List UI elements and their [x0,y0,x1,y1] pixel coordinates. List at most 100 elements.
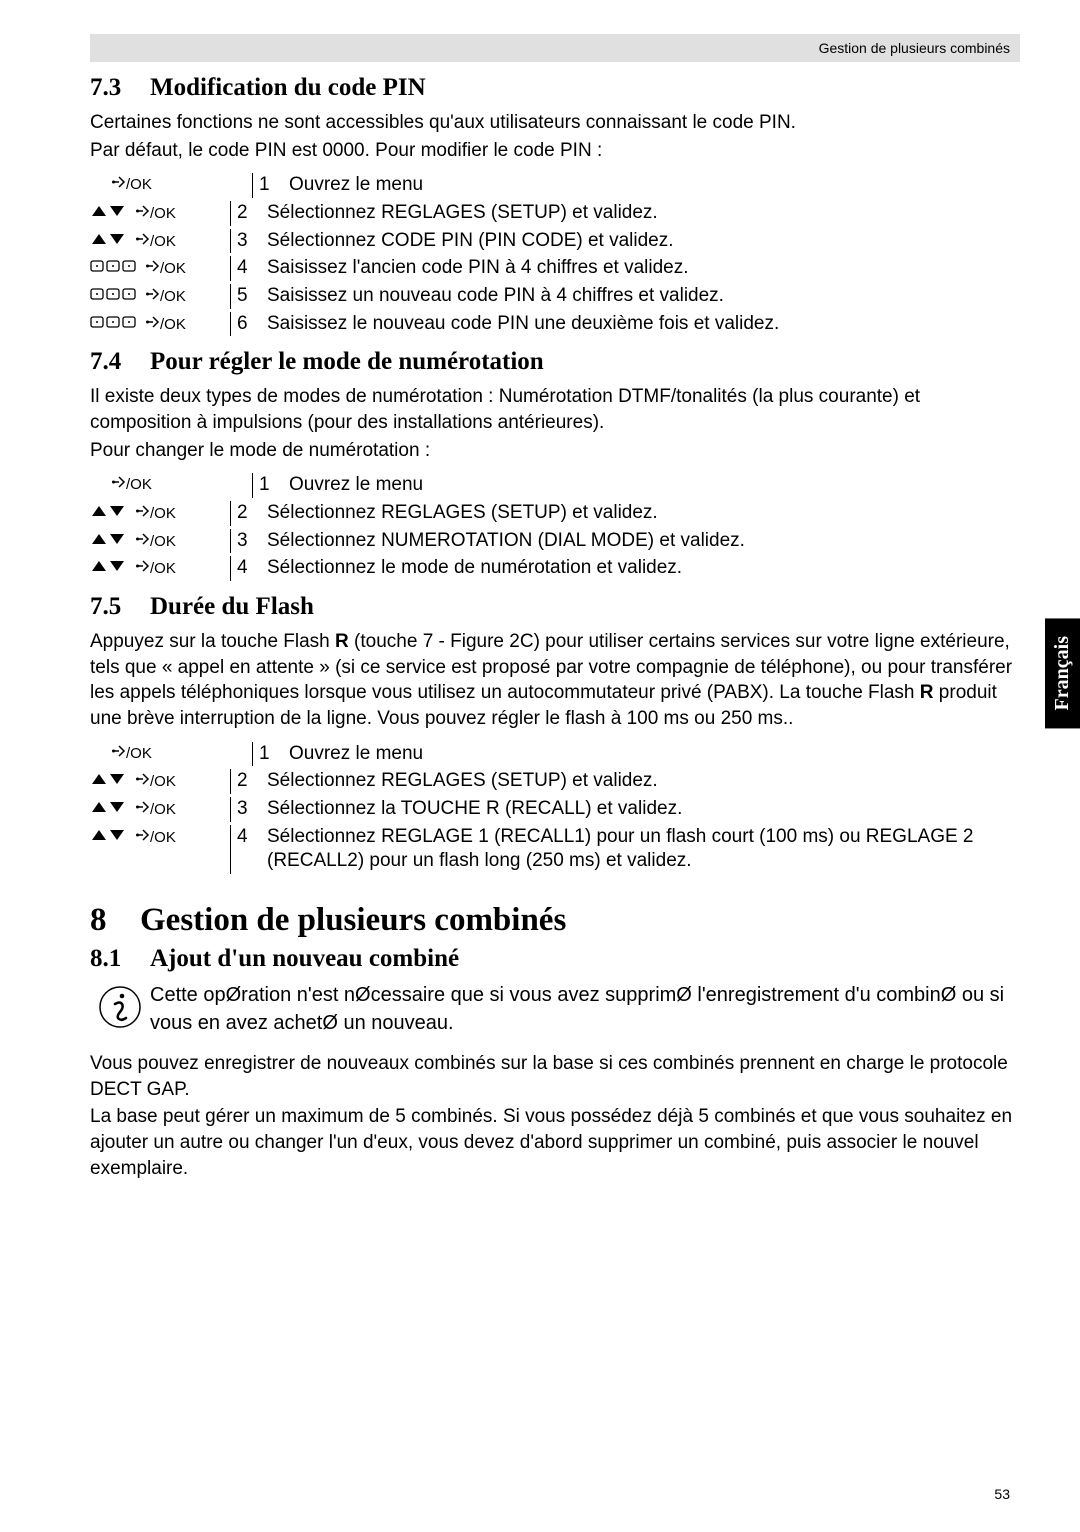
step-number: 1 [253,173,289,196]
step-icons: /OK [90,312,230,335]
up-down-icon [90,503,126,524]
section-7-3-heading: 7.3Modification du code PIN [90,74,1020,102]
section-7-4-intro2: Pour changer le mode de numérotation : [90,438,1020,464]
ok-icon: /OK [136,204,176,223]
section-8-1-num: 8.1 [90,945,150,973]
page: Gestion de plusieurs combinés 7.3Modific… [0,0,1080,1532]
step-text: Sélectionnez REGLAGE 1 (RECALL1) pour un… [267,825,1020,874]
step-text: Sélectionnez REGLAGES (SETUP) et validez… [267,501,1020,526]
section-7-5-steps: /OK1Ouvrez le menu/OK2Sélectionnez REGLA… [90,742,1020,874]
step-row: /OK 4Sélectionnez REGLAGE 1 (RECALL1) pou… [90,825,1020,874]
step-row: /OK3Sélectionnez la TOUCHE R (RECALL) et… [90,797,1020,822]
step-icons: /OK [90,256,230,279]
step-icons: /OK [90,229,230,252]
step-icons: /OK [90,201,230,224]
step-row: /OK3Sélectionnez CODE PIN (PIN CODE) et … [90,229,1020,254]
section-8-1-p1: Vous pouvez enregistrer de nouveaux comb… [90,1051,1020,1102]
section-7-4-intro1: Il existe deux types de modes de numérot… [90,384,1020,435]
section-8-1-p2: La base peut gérer un maximum de 5 combi… [90,1104,1020,1181]
keypad-icon [90,314,136,335]
section-8-title: Gestion de plusieurs combinés [140,902,566,938]
step-row: /OK 4Saisissez l'ancien code PIN à 4 chif… [90,256,1020,281]
section-8-1-title: Ajout d'un nouveau combiné [150,945,459,972]
header-text: Gestion de plusieurs combinés [819,40,1010,56]
section-7-4-num: 7.4 [90,348,150,376]
section-7-4-title: Pour régler le mode de numérotation [150,348,544,375]
up-down-icon [90,231,126,252]
section-7-3-steps: /OK 1Ouvrez le menu/OK 2Sélectionnez REGLA… [90,173,1020,336]
step-text: Sélectionnez REGLAGES (SETUP) et validez… [267,201,1020,226]
step-text: Sélectionnez NUMEROTATION (DIAL MODE) et… [267,529,1020,554]
step-text: Sélectionnez CODE PIN (PIN CODE) et vali… [267,229,1020,254]
step-icons: /OK [90,284,230,307]
ok-icon: /OK [146,315,186,334]
info-icon [90,984,150,1035]
step-row: /OK 3Sélectionnez NUMEROTATION (DIAL MODE… [90,529,1020,554]
section-8-1-heading: 8.1Ajout d'un nouveau combiné [90,945,1020,973]
info-note-text: Cette opØration n'est nØcessaire que si … [150,981,1020,1037]
step-number: 1 [253,742,289,765]
step-number: 2 [231,769,267,792]
step-number: 6 [231,312,267,335]
section-8-num: 8 [90,902,140,939]
step-row: /OK1Ouvrez le menu [90,742,1020,767]
ok-icon: /OK [136,772,176,791]
step-row: /OK 2Sélectionnez REGLAGES (SETUP) et val… [90,201,1020,226]
step-row: /OK 2Sélectionnez REGLAGES (SETUP) et val… [90,769,1020,794]
step-icons: /OK [90,556,230,579]
section-7-5-intro: Appuyez sur la touche Flash R (touche 7 … [90,629,1020,732]
step-number: 2 [231,201,267,224]
ok-icon: /OK [136,800,176,819]
section-7-5-title: Durée du Flash [150,593,314,620]
section-7-3-intro2: Par défaut, le code PIN est 0000. Pour m… [90,138,1020,164]
section-8-heading: 8Gestion de plusieurs combinés [90,902,1020,939]
step-icons: /OK [90,529,230,552]
step-row: /OK6Saisissez le nouveau code PIN une de… [90,312,1020,337]
step-icons: /OK [90,797,230,820]
step-icons: /OK [90,473,252,494]
step-number: 3 [231,797,267,820]
section-7-5-heading: 7.5Durée du Flash [90,593,1020,621]
keypad-icon [90,258,136,279]
step-row: /OK1Ouvrez le menu [90,473,1020,498]
step-number: 3 [231,529,267,552]
text: Appuyez sur la touche Flash [90,631,335,652]
keypad-icon [90,286,136,307]
ok-icon: /OK [112,175,152,194]
section-7-3-intro1: Certaines fonctions ne sont accessibles … [90,110,1020,136]
ok-icon: /OK [136,559,176,578]
step-text: Saisissez l'ancien code PIN à 4 chiffres… [267,256,1020,281]
ok-icon: /OK [112,744,152,763]
step-row: /OK2Sélectionnez REGLAGES (SETUP) et val… [90,501,1020,526]
section-7-5-num: 7.5 [90,593,150,621]
section-7-4-steps: /OK1Ouvrez le menu/OK2Sélectionnez REGLA… [90,473,1020,581]
ok-icon: /OK [146,259,186,278]
up-down-icon [90,531,126,552]
text-bold: R [920,682,934,703]
step-text: Ouvrez le menu [289,473,1020,498]
step-number: 4 [231,556,267,579]
step-icons: /OK [90,742,252,763]
step-row: /OK4Sélectionnez le mode de numérotation… [90,556,1020,581]
step-text: Ouvrez le menu [289,173,1020,198]
step-number: 4 [231,256,267,279]
ok-icon: /OK [136,532,176,551]
step-number: 5 [231,284,267,307]
info-note: Cette opØration n'est nØcessaire que si … [90,981,1020,1037]
ok-icon: /OK [112,475,152,494]
step-number: 2 [231,501,267,524]
up-down-icon [90,558,126,579]
step-text: Saisissez un nouveau code PIN à 4 chiffr… [267,284,1020,309]
up-down-icon [90,203,126,224]
text-bold: R [335,631,349,652]
section-7-4-heading: 7.4Pour régler le mode de numérotation [90,348,1020,376]
section-7-3-num: 7.3 [90,74,150,102]
step-row: /OK5Saisissez un nouveau code PIN à 4 ch… [90,284,1020,309]
ok-icon: /OK [136,232,176,251]
ok-icon: /OK [136,828,176,847]
step-text: Sélectionnez REGLAGES (SETUP) et validez… [267,769,1020,794]
step-row: /OK 1Ouvrez le menu [90,173,1020,198]
step-number: 4 [231,825,267,848]
step-icons: /OK [90,825,230,848]
step-icons: /OK [90,173,252,194]
